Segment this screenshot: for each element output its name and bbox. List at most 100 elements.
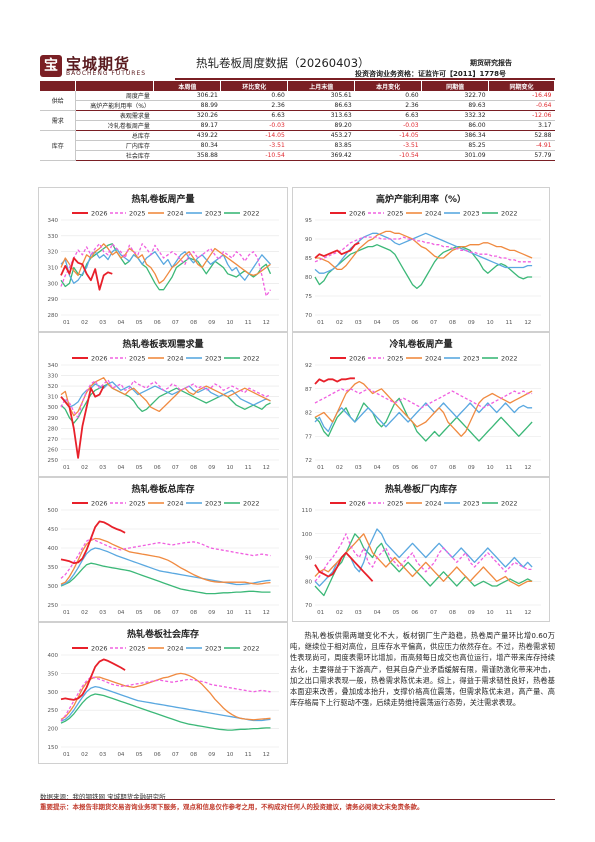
series-line-2023 <box>60 547 271 586</box>
x-tick-label: 05 <box>136 752 143 758</box>
document-title: 热轧卷板周度数据（20260403） <box>196 56 370 70</box>
x-tick-label: 03 <box>99 320 106 326</box>
table-cell: 89.17 <box>153 120 221 131</box>
legend-label: 2023 <box>205 355 222 363</box>
legend-label: 2025 <box>129 210 146 218</box>
table-cell: 89.63 <box>421 100 489 111</box>
series-line-2025 <box>314 533 533 582</box>
x-tick-label: 12 <box>263 752 270 758</box>
x-tick-label: 02 <box>81 465 88 471</box>
x-tick-label: 12 <box>263 320 270 326</box>
report-type: 期货研究报告 <box>470 59 512 67</box>
x-tick-label: 07 <box>172 465 179 471</box>
y-tick-label: 82 <box>305 411 312 417</box>
x-tick-label: 02 <box>336 320 343 326</box>
x-tick-label: 09 <box>468 465 475 471</box>
legend-label: 2023 <box>463 210 480 218</box>
x-tick-label: 04 <box>374 320 381 326</box>
legend-label: 2022 <box>501 500 518 508</box>
series-line-2024 <box>60 537 271 585</box>
table-item-label: 厂内库存 <box>75 140 154 151</box>
chart-title: 冷轧卷板周产量 <box>389 338 452 350</box>
series-line-2024 <box>60 672 271 721</box>
table-header: 本周值 <box>153 81 222 91</box>
table-cell: 2.36 <box>220 100 288 111</box>
x-tick-label: 10 <box>226 465 233 471</box>
x-tick-label: 12 <box>524 320 531 326</box>
x-tick-label: 07 <box>172 752 179 758</box>
table-item-label: 周度产量 <box>75 91 154 101</box>
table-header: 同期值 <box>421 81 490 91</box>
legend-label: 2026 <box>349 500 366 508</box>
x-tick-label: 03 <box>99 752 106 758</box>
legend-label: 2026 <box>91 210 108 218</box>
table-cell: 313.63 <box>287 110 355 121</box>
table-cell: 83.85 <box>287 140 355 151</box>
table-cell: 0.60 <box>354 91 422 101</box>
series-line-2022 <box>60 693 271 731</box>
y-tick-label: 260 <box>48 447 59 453</box>
series-line-2023 <box>314 402 533 433</box>
y-tick-label: 300 <box>48 281 59 287</box>
x-tick-label: 08 <box>190 320 197 326</box>
series-line-2026 <box>314 377 355 385</box>
x-tick-label: 07 <box>172 610 179 616</box>
x-tick-label: 01 <box>63 610 70 616</box>
series-line-2024 <box>60 243 271 284</box>
series-line-2026 <box>60 658 126 701</box>
legend-label: 2026 <box>349 210 366 218</box>
chart-panel-weekly-output: 热轧卷板周产量 2026 2025 2024 2023 2022 280 290 300 310 3… <box>38 187 288 332</box>
table-group-label: 供给 <box>40 91 77 111</box>
table-cell: 369.42 <box>287 150 355 161</box>
table-cell: -0.03 <box>220 120 288 131</box>
y-tick-label: 250 <box>48 458 59 464</box>
table-cell: 52.88 <box>488 130 555 141</box>
x-tick-label: 02 <box>81 610 88 616</box>
series-line-2025 <box>60 379 271 419</box>
y-tick-label: 340 <box>48 363 59 369</box>
table-item-label: 表观需求量 <box>75 110 154 121</box>
x-tick-label: 05 <box>136 610 143 616</box>
x-tick-label: 07 <box>172 320 179 326</box>
x-tick-label: 04 <box>117 610 124 616</box>
chart-svg: 热轧卷板社会库存 2026 2025 2024 2023 2022 150 200 250 300… <box>48 628 279 758</box>
x-tick-label: 05 <box>392 465 399 471</box>
legend-label: 2023 <box>205 645 222 653</box>
chart-title: 热轧卷板表观需求量 <box>122 338 203 350</box>
series-line-2025 <box>314 236 533 263</box>
table-cell: 386.34 <box>421 130 489 141</box>
x-tick-label: 07 <box>430 465 437 471</box>
legend-label: 2025 <box>387 500 404 508</box>
x-tick-label: 01 <box>63 320 70 326</box>
y-tick-label: 330 <box>48 234 59 240</box>
y-tick-label: 320 <box>48 384 59 390</box>
table-cell: 305.61 <box>287 91 355 101</box>
y-tick-label: 95 <box>305 218 312 224</box>
table-cell: 320.26 <box>153 110 221 121</box>
y-tick-label: 500 <box>48 508 59 514</box>
x-tick-label: 05 <box>136 465 143 471</box>
y-tick-label: 300 <box>48 690 59 696</box>
x-tick-label: 09 <box>208 320 215 326</box>
x-tick-label: 08 <box>449 320 456 326</box>
series-line-2022 <box>314 244 533 290</box>
legend-label: 2025 <box>387 210 404 218</box>
chart-title: 热轧卷板社会库存 <box>127 628 199 640</box>
license-text: 投资咨询业务资格：证监许可【2011】1778号 <box>355 70 506 78</box>
y-tick-label: 77 <box>305 434 312 440</box>
table-cell: 89.20 <box>287 120 355 131</box>
y-tick-label: 250 <box>48 708 59 714</box>
x-tick-label: 04 <box>117 320 124 326</box>
x-tick-label: 06 <box>411 320 418 326</box>
x-tick-label: 01 <box>317 465 324 471</box>
x-tick-label: 03 <box>355 610 362 616</box>
series-line-2025 <box>314 388 533 409</box>
x-tick-label: 08 <box>190 465 197 471</box>
table-cell: -0.64 <box>488 100 555 111</box>
table-header: 同期变化 <box>488 81 555 91</box>
table-cell: -14.05 <box>354 130 422 141</box>
table-cell: 6.63 <box>220 110 288 121</box>
x-tick-label: 06 <box>154 752 161 758</box>
y-tick-label: 90 <box>305 237 312 243</box>
chart-title: 热轧卷板周产量 <box>131 193 194 205</box>
